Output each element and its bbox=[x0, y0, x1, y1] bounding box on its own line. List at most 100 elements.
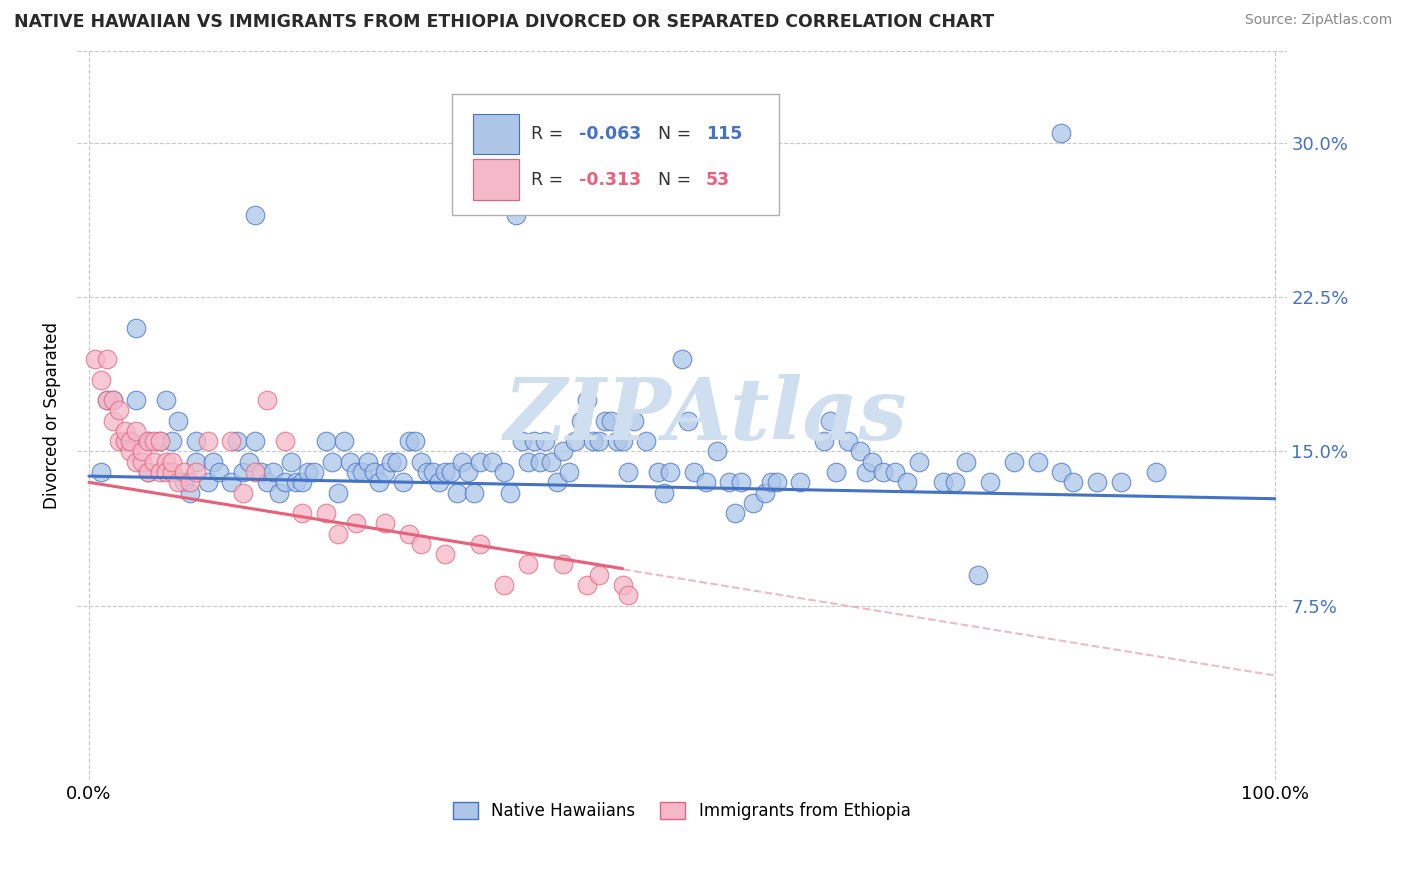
Point bbox=[363, 465, 385, 479]
Point bbox=[575, 578, 598, 592]
Bar bbox=[472, 114, 519, 154]
Point bbox=[588, 567, 610, 582]
Point bbox=[564, 434, 586, 449]
Point bbox=[226, 434, 249, 449]
Point bbox=[184, 465, 207, 479]
Legend: Native Hawaiians, Immigrants from Ethiopia: Native Hawaiians, Immigrants from Ethiop… bbox=[446, 795, 917, 827]
Point bbox=[291, 475, 314, 490]
Point bbox=[160, 455, 183, 469]
Point bbox=[1050, 465, 1073, 479]
Point bbox=[136, 465, 159, 479]
Point bbox=[90, 465, 112, 479]
Point bbox=[184, 434, 207, 449]
Point bbox=[695, 475, 717, 490]
Point bbox=[439, 465, 461, 479]
Point bbox=[623, 414, 645, 428]
Point bbox=[433, 547, 456, 561]
Point bbox=[197, 434, 219, 449]
Point bbox=[569, 414, 592, 428]
Point bbox=[243, 465, 266, 479]
Point bbox=[155, 465, 177, 479]
Point bbox=[125, 393, 148, 408]
Point bbox=[149, 434, 172, 449]
Point bbox=[593, 414, 616, 428]
Point bbox=[350, 465, 373, 479]
Point bbox=[125, 321, 148, 335]
Bar bbox=[472, 160, 519, 200]
Point bbox=[659, 465, 682, 479]
Point bbox=[160, 434, 183, 449]
Point bbox=[273, 475, 295, 490]
Point bbox=[671, 351, 693, 366]
Point bbox=[136, 434, 159, 449]
Point bbox=[136, 465, 159, 479]
Point bbox=[546, 475, 568, 490]
Point bbox=[250, 465, 273, 479]
Point bbox=[398, 526, 420, 541]
Point bbox=[125, 424, 148, 438]
Point bbox=[553, 558, 575, 572]
Point bbox=[499, 485, 522, 500]
Point bbox=[120, 434, 142, 449]
Point bbox=[197, 475, 219, 490]
Point bbox=[409, 537, 432, 551]
Point bbox=[398, 434, 420, 449]
Point bbox=[83, 351, 105, 366]
Point bbox=[179, 475, 201, 490]
Point bbox=[416, 465, 439, 479]
Text: -0.063: -0.063 bbox=[579, 125, 641, 144]
Point bbox=[90, 372, 112, 386]
Point bbox=[612, 434, 634, 449]
Point bbox=[380, 455, 402, 469]
Point bbox=[285, 475, 308, 490]
Point bbox=[1002, 455, 1025, 469]
Text: R =: R = bbox=[530, 125, 568, 144]
Point bbox=[967, 567, 990, 582]
Point bbox=[291, 506, 314, 520]
Point bbox=[676, 414, 699, 428]
Point bbox=[848, 444, 870, 458]
Point bbox=[368, 475, 391, 490]
Point bbox=[326, 526, 349, 541]
Point bbox=[908, 455, 931, 469]
Point bbox=[558, 465, 581, 479]
Point bbox=[884, 465, 907, 479]
Point bbox=[304, 465, 326, 479]
Point bbox=[262, 465, 284, 479]
Text: N =: N = bbox=[658, 170, 696, 188]
Point bbox=[872, 465, 894, 479]
Text: NATIVE HAWAIIAN VS IMMIGRANTS FROM ETHIOPIA DIVORCED OR SEPARATED CORRELATION CH: NATIVE HAWAIIAN VS IMMIGRANTS FROM ETHIO… bbox=[14, 13, 994, 31]
Point bbox=[155, 393, 177, 408]
Point bbox=[534, 434, 557, 449]
Point bbox=[167, 475, 190, 490]
Point bbox=[612, 578, 634, 592]
FancyBboxPatch shape bbox=[453, 95, 779, 215]
Point bbox=[326, 485, 349, 500]
Point bbox=[387, 455, 409, 469]
Text: -0.313: -0.313 bbox=[579, 170, 641, 188]
Point bbox=[523, 434, 546, 449]
Point bbox=[173, 475, 195, 490]
Point bbox=[724, 506, 747, 520]
Point bbox=[943, 475, 966, 490]
Point bbox=[356, 455, 378, 469]
Y-axis label: Divorced or Separated: Divorced or Separated bbox=[44, 322, 60, 509]
Point bbox=[647, 465, 669, 479]
Point bbox=[813, 434, 835, 449]
Point bbox=[149, 434, 172, 449]
Point bbox=[492, 465, 515, 479]
Point bbox=[1062, 475, 1084, 490]
Point bbox=[955, 455, 977, 469]
Point bbox=[730, 475, 752, 490]
Point bbox=[765, 475, 787, 490]
Point bbox=[256, 475, 278, 490]
Point bbox=[160, 465, 183, 479]
Point bbox=[652, 485, 675, 500]
Point bbox=[374, 516, 396, 531]
Point bbox=[344, 465, 367, 479]
Point bbox=[136, 434, 159, 449]
Point bbox=[505, 208, 527, 222]
Point bbox=[208, 465, 231, 479]
Point bbox=[315, 506, 337, 520]
Point bbox=[131, 455, 153, 469]
